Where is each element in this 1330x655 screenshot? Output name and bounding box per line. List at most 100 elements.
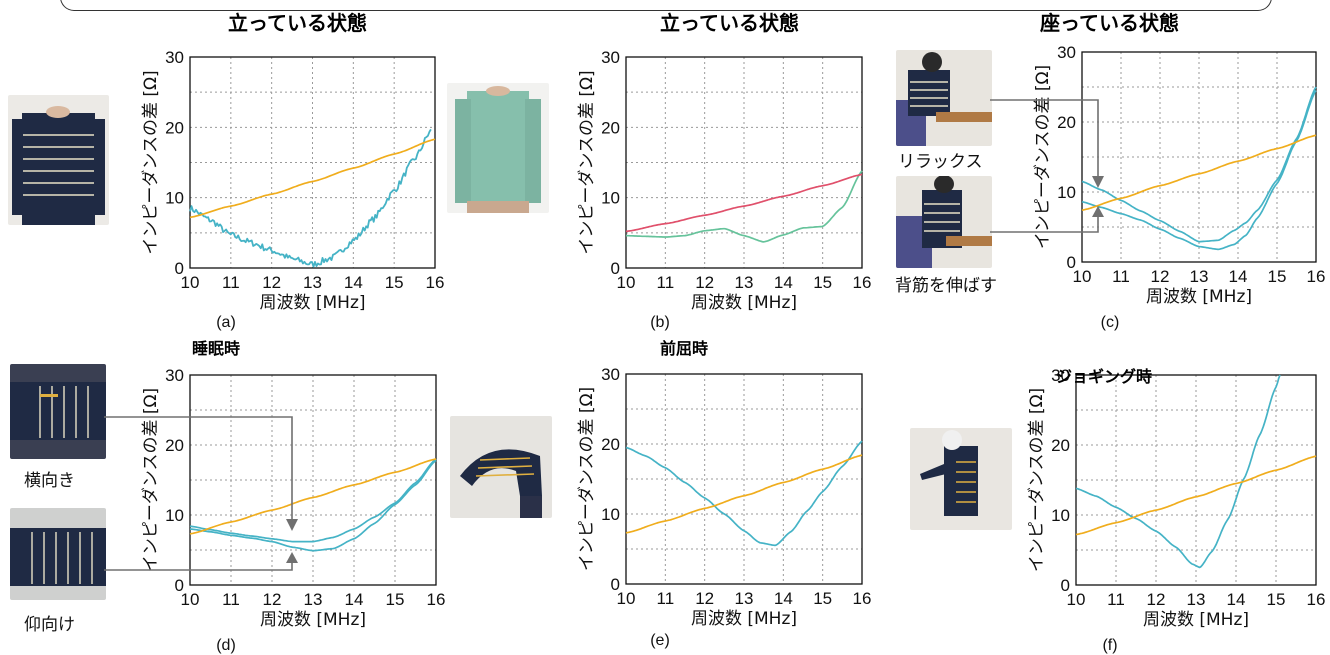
series-line-orange	[189, 458, 437, 535]
y-tick-label: 30	[601, 365, 620, 384]
panel-title: 座っている状態	[1040, 11, 1179, 35]
y-tick-label: 0	[611, 259, 620, 278]
panel-letter: (c)	[1101, 314, 1120, 331]
panel-title: ジョギング時	[1056, 367, 1152, 386]
y-tick-label: 30	[601, 48, 620, 67]
x-tick-label: 16	[1307, 267, 1326, 286]
series-line-teal	[1081, 86, 1317, 243]
panel-letter: (a)	[216, 314, 236, 331]
panel-letter: (e)	[650, 632, 670, 649]
arrow-straight-line	[990, 215, 1099, 233]
y-tick-label: 30	[165, 366, 184, 385]
x-tick-label: 15	[813, 273, 832, 292]
photo-b	[447, 83, 549, 213]
photo-c1	[896, 50, 992, 146]
series-line-orange	[189, 138, 436, 219]
x-tick-label: 15	[386, 590, 405, 609]
caption-supine: 仰向け	[24, 615, 75, 635]
x-tick-label: 11	[222, 273, 240, 292]
x-tick-label: 14	[344, 273, 363, 292]
plot-frame	[625, 56, 863, 269]
y-axis-label: インピーダンスの差 [Ω]	[141, 388, 161, 572]
x-tick-label: 10	[617, 273, 636, 292]
caption-back-stretch: 背筋を伸ばす	[895, 276, 997, 296]
photo-d2	[10, 508, 106, 600]
y-axis-label: インピーダンスの差 [Ω]	[577, 70, 597, 254]
x-tick-label: 12	[1151, 267, 1170, 286]
x-tick-label: 13	[303, 273, 322, 292]
plot-frame	[1075, 374, 1317, 586]
x-axis-label: 周波数 [MHz]	[691, 293, 797, 313]
series-line-red	[625, 173, 863, 233]
x-tick-label: 11	[1107, 590, 1125, 609]
x-tick-label: 16	[853, 589, 872, 608]
y-tick-label: 20	[1051, 436, 1070, 455]
x-tick-label: 15	[1268, 267, 1287, 286]
x-tick-label: 12	[695, 273, 714, 292]
arrow-relax-head	[1092, 176, 1104, 188]
y-tick-label: 10	[165, 506, 184, 525]
y-tick-label: 30	[1051, 366, 1070, 385]
panel-letter: (f)	[1102, 637, 1117, 654]
x-tick-label: 13	[1187, 590, 1206, 609]
y-tick-label: 20	[601, 435, 620, 454]
x-tick-label: 10	[617, 589, 636, 608]
x-tick-label: 15	[813, 589, 832, 608]
x-axis-label: 周波数 [MHz]	[260, 610, 366, 630]
arrow-supine-head	[286, 552, 298, 563]
x-tick-label: 14	[1229, 267, 1248, 286]
series-line-teal	[189, 128, 432, 268]
y-tick-label: 0	[1067, 253, 1076, 272]
caption-relax: リラックス	[898, 152, 983, 172]
series-line-orange	[1075, 455, 1317, 536]
y-tick-label: 0	[175, 576, 184, 595]
arrow-relax-line	[990, 99, 1099, 178]
y-tick-label: 10	[165, 189, 184, 208]
x-tick-label: 12	[263, 590, 282, 609]
x-tick-label: 14	[774, 589, 793, 608]
y-tick-label: 0	[611, 575, 620, 594]
plot-frame	[189, 56, 436, 269]
arrow-side-head	[286, 519, 298, 531]
series-line-teal	[625, 440, 863, 547]
series-line-teal	[189, 458, 437, 543]
y-tick-label: 10	[1057, 183, 1076, 202]
x-tick-label: 11	[657, 589, 675, 608]
y-tick-label: 20	[165, 436, 184, 455]
x-tick-label: 10	[181, 590, 200, 609]
y-tick-label: 30	[1057, 43, 1076, 62]
x-tick-label: 10	[1067, 590, 1086, 609]
x-tick-label: 13	[735, 273, 754, 292]
series-line-orange	[625, 454, 863, 534]
y-tick-label: 20	[1057, 113, 1076, 132]
y-axis-label: インピーダンスの差 [Ω]	[141, 70, 161, 254]
x-tick-label: 16	[426, 273, 445, 292]
y-tick-label: 10	[601, 189, 620, 208]
y-axis-label: インピーダンスの差 [Ω]	[577, 387, 597, 571]
arrow-side-line	[104, 416, 293, 521]
y-tick-label: 30	[165, 48, 184, 67]
x-tick-label: 16	[853, 273, 872, 292]
x-tick-label: 14	[774, 273, 793, 292]
x-tick-label: 14	[345, 590, 364, 609]
plot-frame	[625, 373, 863, 585]
y-tick-label: 20	[601, 118, 620, 137]
caption-side: 横向き	[24, 471, 75, 491]
series-line-teal	[1081, 90, 1317, 251]
y-axis-label: インピーダンスの差 [Ω]	[1033, 65, 1053, 249]
y-tick-label: 0	[1061, 576, 1070, 595]
y-axis-label: インピーダンスの差 [Ω]	[1027, 388, 1047, 572]
x-tick-label: 12	[1147, 590, 1166, 609]
photo-a	[8, 95, 109, 225]
x-tick-label: 13	[1190, 267, 1209, 286]
series-line-orange	[1081, 134, 1317, 212]
x-axis-label: 周波数 [MHz]	[259, 293, 365, 313]
y-tick-label: 10	[1051, 506, 1070, 525]
x-tick-label: 15	[1267, 590, 1286, 609]
